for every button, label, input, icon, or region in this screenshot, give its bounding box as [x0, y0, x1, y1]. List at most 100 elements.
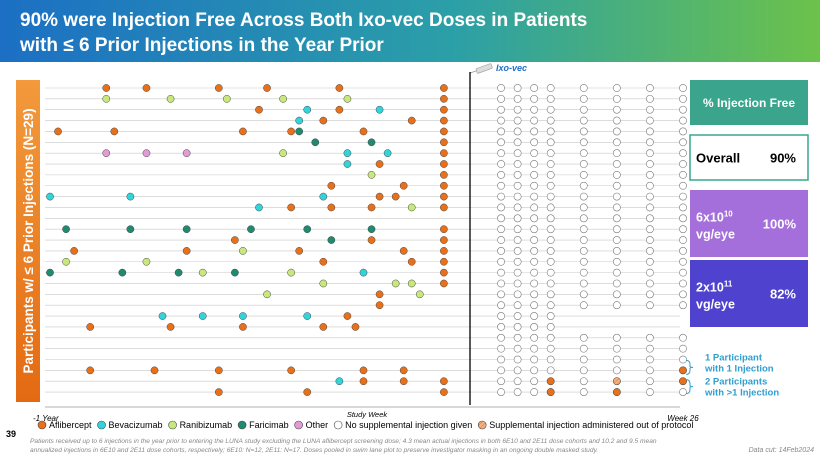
- study-visit: [513, 268, 522, 277]
- supplemental-injection: [612, 388, 621, 396]
- study-visit: [646, 355, 654, 364]
- prior-injection: [391, 192, 400, 201]
- study-visit: [679, 344, 687, 353]
- study-visit: [530, 84, 539, 92]
- legend-label: Other: [306, 420, 329, 430]
- study-visit: [497, 323, 505, 331]
- study-visit: [679, 170, 687, 179]
- study-visit: [530, 181, 539, 190]
- prior-injection: [319, 323, 328, 331]
- prior-injection: [214, 84, 223, 92]
- study-visit: [612, 268, 621, 277]
- study-visit: [646, 116, 654, 125]
- prior-injection: [440, 160, 448, 168]
- prior-injection: [263, 84, 271, 92]
- study-visit: [612, 333, 621, 342]
- prior-injection: [182, 149, 191, 158]
- study-visit: [513, 312, 522, 320]
- prior-injection: [295, 247, 304, 255]
- prior-injection: [375, 192, 384, 201]
- study-visit: [530, 105, 539, 114]
- study-visit: [579, 149, 588, 158]
- legend-label: Faricimab: [249, 420, 289, 430]
- study-visit: [513, 344, 522, 353]
- prior-injection: [399, 366, 408, 375]
- study-visit: [546, 225, 555, 234]
- prior-injection: [150, 366, 159, 375]
- prior-injection: [263, 290, 271, 299]
- annotation: 1 Participant: [705, 352, 763, 363]
- prior-injection: [440, 247, 448, 255]
- prior-injection: [343, 95, 352, 103]
- study-visit: [579, 333, 588, 342]
- summary-header: % Injection Free: [703, 96, 795, 110]
- prior-injection: [255, 203, 263, 212]
- study-visit: [646, 203, 654, 212]
- study-visit: [513, 181, 522, 190]
- title-bar: [0, 0, 820, 62]
- dose-base: 2x10: [696, 281, 724, 295]
- study-visit: [546, 279, 555, 288]
- study-visit: [497, 246, 505, 255]
- summary-value: 90%: [770, 151, 796, 166]
- prior-injection: [359, 127, 368, 136]
- study-visit: [497, 236, 505, 244]
- study-visit: [513, 203, 522, 212]
- study-visit: [513, 257, 522, 266]
- prior-injection: [359, 377, 368, 386]
- study-visit: [679, 301, 687, 310]
- study-visit: [646, 84, 654, 92]
- summary-label: 2x1011: [696, 280, 733, 295]
- study-visit: [579, 388, 588, 396]
- study-visit: [646, 192, 654, 201]
- study-visit: [497, 290, 505, 299]
- prior-injection: [102, 149, 111, 158]
- study-visit: [530, 388, 539, 396]
- study-visit: [546, 214, 555, 223]
- study-visit: [679, 333, 687, 342]
- dose-exponent: 10: [724, 210, 733, 219]
- study-visit: [497, 116, 505, 125]
- study-visit: [513, 149, 522, 158]
- study-visit: [546, 323, 555, 331]
- study-visit: [579, 84, 588, 92]
- prior-injection: [287, 366, 296, 375]
- study-visit: [679, 214, 687, 223]
- study-visit: [546, 246, 555, 255]
- study-visit: [530, 323, 539, 331]
- prior-injection: [239, 127, 247, 136]
- study-visit: [579, 236, 588, 244]
- study-visit: [497, 312, 505, 320]
- study-visit: [579, 181, 588, 190]
- study-visit: [497, 214, 505, 223]
- prior-injection: [174, 268, 183, 277]
- study-visit: [530, 170, 539, 179]
- study-visit: [579, 170, 588, 179]
- prior-injection: [62, 225, 70, 234]
- study-visit: [530, 301, 539, 310]
- study-visit: [579, 301, 588, 310]
- prior-injection: [86, 366, 95, 375]
- supplemental-injection: [612, 377, 621, 386]
- brace: [685, 359, 694, 375]
- prior-injection: [214, 366, 223, 375]
- study-visit: [546, 170, 555, 179]
- study-visit: [497, 138, 505, 147]
- prior-injection: [440, 116, 448, 125]
- prior-injection: [335, 84, 344, 92]
- study-visit: [612, 366, 621, 375]
- study-visit: [497, 268, 505, 277]
- study-visit: [513, 116, 522, 125]
- study-visit: [612, 181, 621, 190]
- prior-injection: [126, 192, 135, 201]
- legend-label: Supplemental injection administered out …: [489, 420, 693, 430]
- study-visit: [646, 268, 654, 277]
- study-visit: [612, 192, 621, 201]
- prior-injection: [440, 377, 448, 386]
- study-visit: [497, 149, 505, 158]
- study-visit: [530, 246, 539, 255]
- prior-injection: [231, 236, 239, 244]
- study-visit: [646, 279, 654, 288]
- study-visit: [579, 355, 588, 364]
